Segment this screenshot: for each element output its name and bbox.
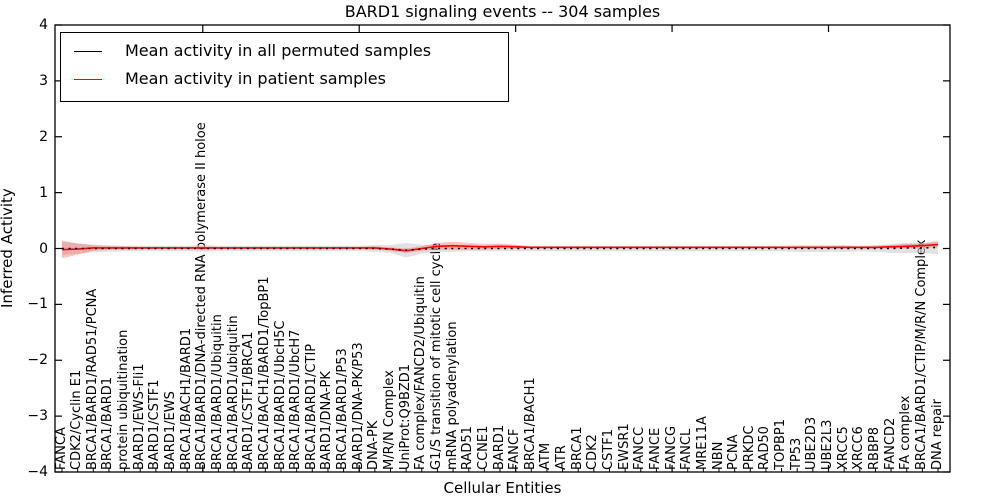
x-tick-label: BRCA1/BARD1/DNA-directed RNA polymerase … <box>194 122 210 470</box>
x-tick-label: CDK2 <box>585 434 601 470</box>
legend-row: Mean activity in patient samples <box>61 65 508 93</box>
y-tick-label: −2 <box>27 352 48 369</box>
x-tick-label: TOPBP1 <box>773 418 789 470</box>
x-tick-label: BARD1/DNA-PK/P53 <box>350 342 366 470</box>
y-tick-label: 1 <box>39 184 48 201</box>
x-tick-label: ATR <box>554 445 570 470</box>
x-tick-label: FANCC <box>632 426 648 470</box>
x-tick-label: FA complex/FANCD2/Ubiquitin <box>413 276 429 470</box>
x-tick-label: M/R/N Complex <box>382 370 397 470</box>
x-tick-label: BARD1/CSTF1 <box>147 379 163 470</box>
x-tick-label: BRCA1/BARD1/CTIP <box>303 343 319 470</box>
x-tick-label: BRCA1/BARD1/UbcH7 <box>288 329 304 470</box>
chart-title: BARD1 signaling events -- 304 samples <box>344 2 661 21</box>
x-tick-label: CSTF1 <box>601 428 616 470</box>
x-tick-label: BARD1/CSTF1/BRCA1 <box>241 331 257 470</box>
x-tick-label: DNA-PK <box>366 420 382 470</box>
x-tick-label: G1/S transition of mitotic cell cycle <box>428 242 444 470</box>
x-tick-label: PRKDC <box>741 425 757 470</box>
x-tick-label: RBBP8 <box>866 427 882 470</box>
x-tick-label: PCNA <box>726 434 742 470</box>
x-axis-title: Cellular Entities <box>443 479 562 497</box>
y-tick-label: 4 <box>39 17 48 33</box>
x-tick-label: MRE11A <box>694 416 710 470</box>
x-tick-label: DNA repair <box>929 399 945 470</box>
x-tick-label: FANCG <box>663 425 679 470</box>
y-tick-label: −4 <box>27 464 48 480</box>
x-tick-label: BRCA1/BARD1/ubiquitin <box>225 315 241 470</box>
x-tick-label: CCNE1 <box>475 425 491 470</box>
x-tick-label: BRCA1/BARD1/RAD51/PCNA <box>84 288 100 470</box>
x-tick-label: UBE2D3 <box>804 416 820 470</box>
x-tick-label: ATM <box>538 442 554 470</box>
x-tick-label: BRCA1/BACH1/BARD1/TopBP1 <box>256 276 272 470</box>
x-tick-label: FANCA <box>53 427 69 470</box>
y-tick-label: −3 <box>27 408 48 425</box>
x-tick-label: BARD1/EWS <box>163 391 178 470</box>
legend-row: Mean activity in all permuted samples <box>61 37 508 65</box>
legend-line-sample <box>74 50 102 52</box>
x-tick-label: BARD1 <box>491 424 507 470</box>
legend-line-sample <box>74 78 102 80</box>
x-tick-label: FANCL <box>679 428 695 470</box>
x-tick-label: EWSR1 <box>616 423 632 470</box>
y-tick-label: 2 <box>39 128 48 145</box>
x-tick-label: BRCA1 <box>569 426 585 470</box>
x-tick-label: BRCA1/BARD1 <box>100 376 116 470</box>
x-tick-label: FANCE <box>647 427 663 470</box>
x-tick-label: FA complex <box>898 395 914 470</box>
x-tick-label: BARD1/DNA-PK <box>319 371 335 470</box>
x-tick-label: BARD1/EWS-Fli1 <box>131 363 147 471</box>
x-tick-label: BRCA1/BACH1/BARD1 <box>178 327 194 470</box>
y-tick-label: −1 <box>27 296 48 313</box>
x-tick-label: UniProt:Q9BZD1 <box>397 363 413 470</box>
x-tick-label: BRCA1/BACH1 <box>522 377 538 470</box>
x-tick-label: FANCD2 <box>882 417 898 470</box>
x-tick-label: NBN <box>710 441 726 470</box>
x-tick-label: RAD51 <box>460 426 476 470</box>
legend-label: Mean activity in patient samples <box>125 69 386 88</box>
x-tick-label: XRCC6 <box>851 426 867 470</box>
x-tick-label: XRCC5 <box>835 426 851 470</box>
legend-label: Mean activity in all permuted samples <box>125 41 432 60</box>
legend: Mean activity in all permuted samples Mea… <box>60 32 509 102</box>
x-tick-label: BRCA1/BARD1/UbcH5C <box>272 320 288 470</box>
x-tick-label: UBE2L3 <box>820 419 835 470</box>
x-tick-label: BRCA1/BARD1/P53 <box>335 348 351 470</box>
x-tick-label: mRNA polyadenylation <box>444 321 460 470</box>
x-tick-label: BRCA1/BARD1/Ubiquitin <box>209 314 225 470</box>
x-tick-label: BRCA1/BARD1/CTIP/M/R/N Complex <box>913 239 929 470</box>
x-tick-label: protein ubiquitination <box>116 329 132 470</box>
x-tick-label: TP53 <box>788 437 804 470</box>
x-tick-label: FANCF <box>507 428 523 470</box>
y-tick-label: 3 <box>39 72 48 89</box>
y-tick-label: 0 <box>39 240 48 257</box>
x-tick-label: CDK2/Cyclin E1 <box>69 369 85 470</box>
x-tick-label: RAD50 <box>757 426 773 470</box>
